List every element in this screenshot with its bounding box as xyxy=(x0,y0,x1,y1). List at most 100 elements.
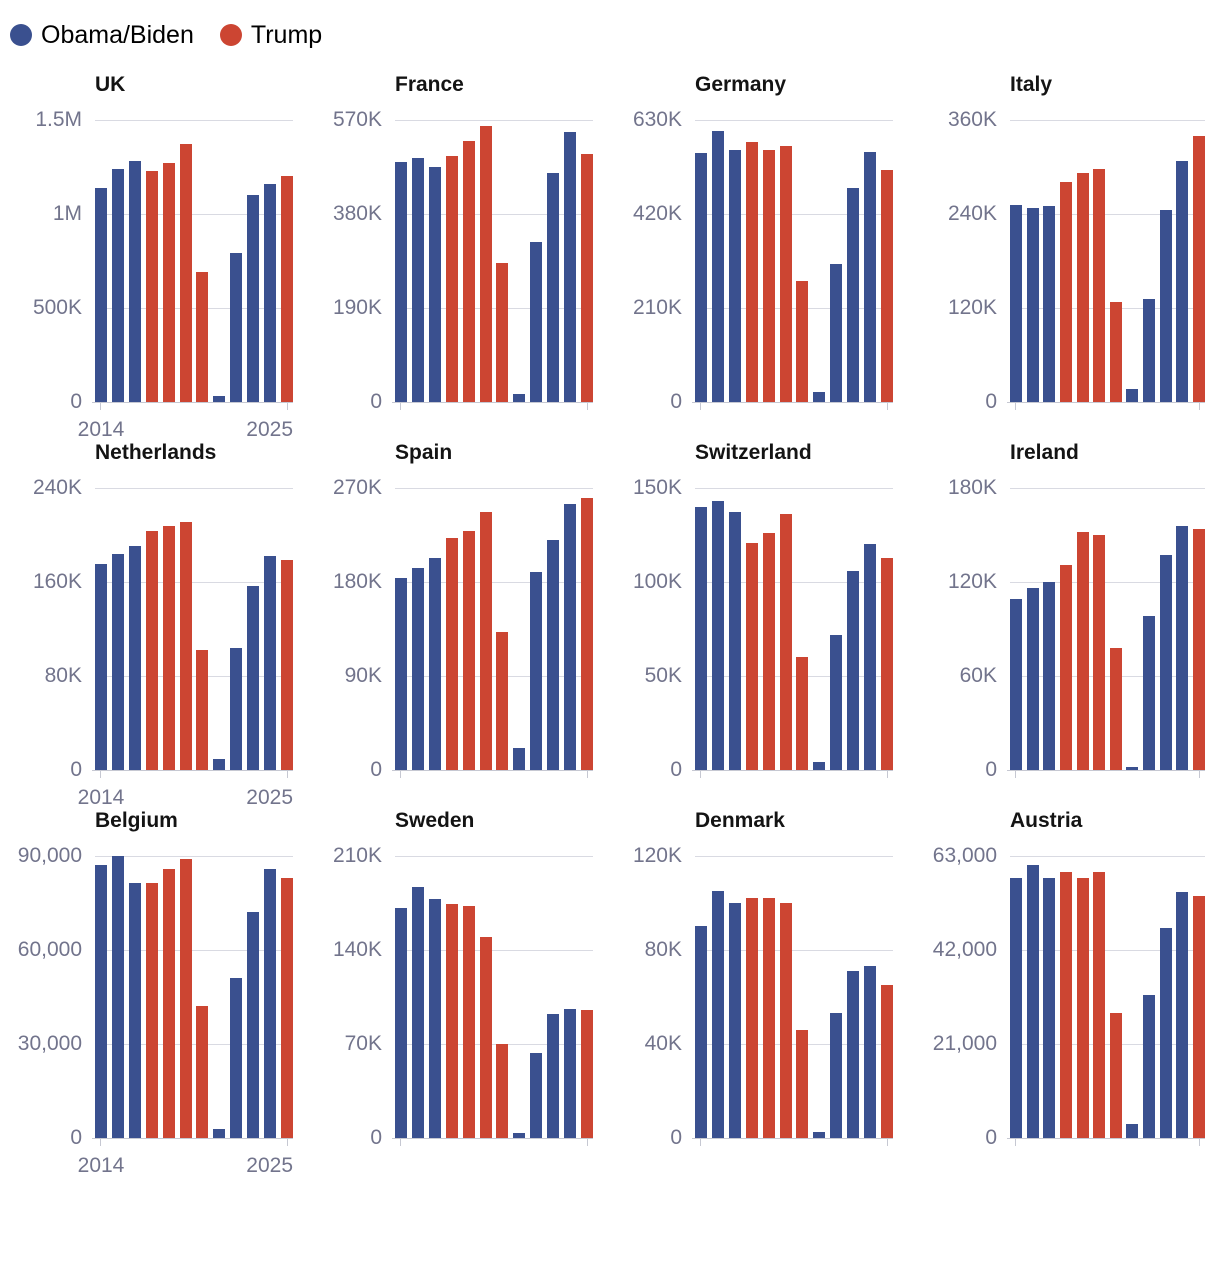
y-tick-label-420K: 420K xyxy=(632,202,682,225)
chart-spain: Spain 0 90K 180K 270K xyxy=(300,440,600,781)
bar-uk-2018 xyxy=(162,163,175,402)
x-axis-label-2014: 2014 xyxy=(77,786,125,809)
gridline xyxy=(395,676,593,677)
bar-denmark-2015 xyxy=(711,891,724,1138)
bar-austria-2020 xyxy=(1109,1013,1122,1138)
gridline xyxy=(1010,676,1205,677)
chart-body-ireland: 0 60K 120K 180K xyxy=(900,477,1220,781)
y-tick-label-160K: 160K xyxy=(32,570,82,593)
bars-ireland xyxy=(1010,488,1205,770)
y-tick-label-360K: 360K xyxy=(947,108,997,131)
bar-italy-2015 xyxy=(1026,208,1039,402)
bar-spain-2022 xyxy=(530,572,543,770)
bar-switzerland-2014 xyxy=(695,507,707,770)
x-tick-2025 xyxy=(887,1138,888,1146)
bar-france-2017 xyxy=(445,156,458,402)
x-tick-2025 xyxy=(587,1138,588,1146)
bar-denmark-2018 xyxy=(762,898,775,1138)
plot-uk: 2014 2025 xyxy=(78,120,293,441)
bar-france-2025 xyxy=(580,154,593,402)
bar-uk-2023 xyxy=(247,195,260,402)
bar-ireland-2018 xyxy=(1076,532,1089,770)
legend-item-trump: Trump xyxy=(219,20,322,50)
chart-title-netherlands: Netherlands xyxy=(95,441,217,464)
bar-belgium-2015 xyxy=(111,856,124,1138)
bar-ireland-2025 xyxy=(1192,529,1205,770)
y-tick-label-210K: 210K xyxy=(632,296,682,319)
bar-spain-2014 xyxy=(395,578,407,770)
y-tick-label-120K: 120K xyxy=(947,296,997,319)
bar-netherlands-2025 xyxy=(280,560,293,770)
y-tick-label-30,000: 30,000 xyxy=(17,1032,82,1055)
bar-belgium-2022 xyxy=(230,978,243,1138)
bar-switzerland-2015 xyxy=(711,501,724,770)
bar-uk-2022 xyxy=(230,253,243,402)
bars-italy xyxy=(1010,120,1205,402)
gridline xyxy=(695,120,893,121)
bar-netherlands-2022 xyxy=(230,648,243,770)
x-tick-2025 xyxy=(287,402,288,410)
y-tick-label-80K: 80K xyxy=(44,664,82,687)
bar-belgium-2017 xyxy=(145,883,158,1138)
gridline xyxy=(395,856,593,857)
plot-france xyxy=(392,120,593,410)
bar-uk-2021 xyxy=(213,396,226,402)
bar-netherlands-2021 xyxy=(213,759,226,770)
bar-sweden-2018 xyxy=(462,906,475,1138)
legend-label-obama-biden: Obama/Biden xyxy=(41,21,194,49)
chart-title-uk: UK xyxy=(95,73,126,96)
chart-body-austria: 0 21,000 42,000 63,000 xyxy=(900,845,1220,1149)
bar-spain-2023 xyxy=(547,540,560,770)
bar-sweden-2022 xyxy=(530,1053,543,1138)
y-axis-netherlands: 0 80K 160K 240K xyxy=(0,477,95,781)
bar-switzerland-2017 xyxy=(745,543,758,770)
x-tick-2025 xyxy=(287,770,288,778)
bar-france-2018 xyxy=(462,141,475,402)
bar-spain-2015 xyxy=(411,568,424,770)
x-tick-2014 xyxy=(700,770,701,778)
bar-austria-2014 xyxy=(1010,878,1022,1138)
y-tick-label-0: 0 xyxy=(370,758,382,781)
bar-austria-2021 xyxy=(1126,1124,1139,1138)
bar-belgium-2023 xyxy=(247,912,260,1138)
y-tick-label-60K: 60K xyxy=(959,664,997,687)
y-tick-label-0: 0 xyxy=(670,1126,682,1149)
chart-body-switzerland: 0 50K 100K 150K xyxy=(600,477,900,781)
bar-germany-2025 xyxy=(880,170,893,402)
bar-germany-2014 xyxy=(695,153,707,402)
bar-netherlands-2017 xyxy=(145,531,158,770)
bar-uk-2025 xyxy=(280,176,293,402)
bar-denmark-2022 xyxy=(830,1013,843,1138)
y-tick-label-0: 0 xyxy=(370,390,382,413)
chart-body-uk: 0 500K 1M 1.5M 2014 2025 xyxy=(0,109,300,441)
bar-uk-2020 xyxy=(196,272,209,402)
bar-sweden-2024 xyxy=(564,1009,577,1138)
bar-spain-2017 xyxy=(445,538,458,770)
y-axis-austria: 0 21,000 42,000 63,000 xyxy=(900,845,1010,1149)
bar-ireland-2016 xyxy=(1043,582,1056,770)
y-tick-label-63,000: 63,000 xyxy=(932,844,997,867)
bar-france-2015 xyxy=(411,158,424,402)
gridline xyxy=(1010,488,1205,489)
y-tick-label-0: 0 xyxy=(985,758,997,781)
chart-body-denmark: 0 40K 80K 120K xyxy=(600,845,900,1149)
bar-spain-2019 xyxy=(479,512,492,770)
gridline xyxy=(95,214,293,215)
bar-italy-2024 xyxy=(1176,161,1189,402)
bar-austria-2025 xyxy=(1192,896,1205,1138)
gridline xyxy=(395,308,593,309)
gridline xyxy=(395,488,593,489)
bar-belgium-2024 xyxy=(264,869,277,1138)
y-tick-label-1M: 1M xyxy=(52,202,82,225)
chart-title-france: France xyxy=(395,73,464,96)
y-tick-label-180K: 180K xyxy=(332,570,382,593)
bar-uk-2017 xyxy=(145,171,158,402)
plot-belgium: 2014 2025 xyxy=(78,856,293,1177)
gridline xyxy=(1010,950,1205,951)
plot-sweden xyxy=(392,856,593,1146)
bar-germany-2022 xyxy=(830,264,843,402)
bar-germany-2015 xyxy=(711,131,724,402)
bar-ireland-2023 xyxy=(1159,555,1172,770)
x-axis-baseline xyxy=(692,1138,893,1139)
y-axis-belgium: 0 30,000 60,000 90,000 xyxy=(0,845,95,1149)
